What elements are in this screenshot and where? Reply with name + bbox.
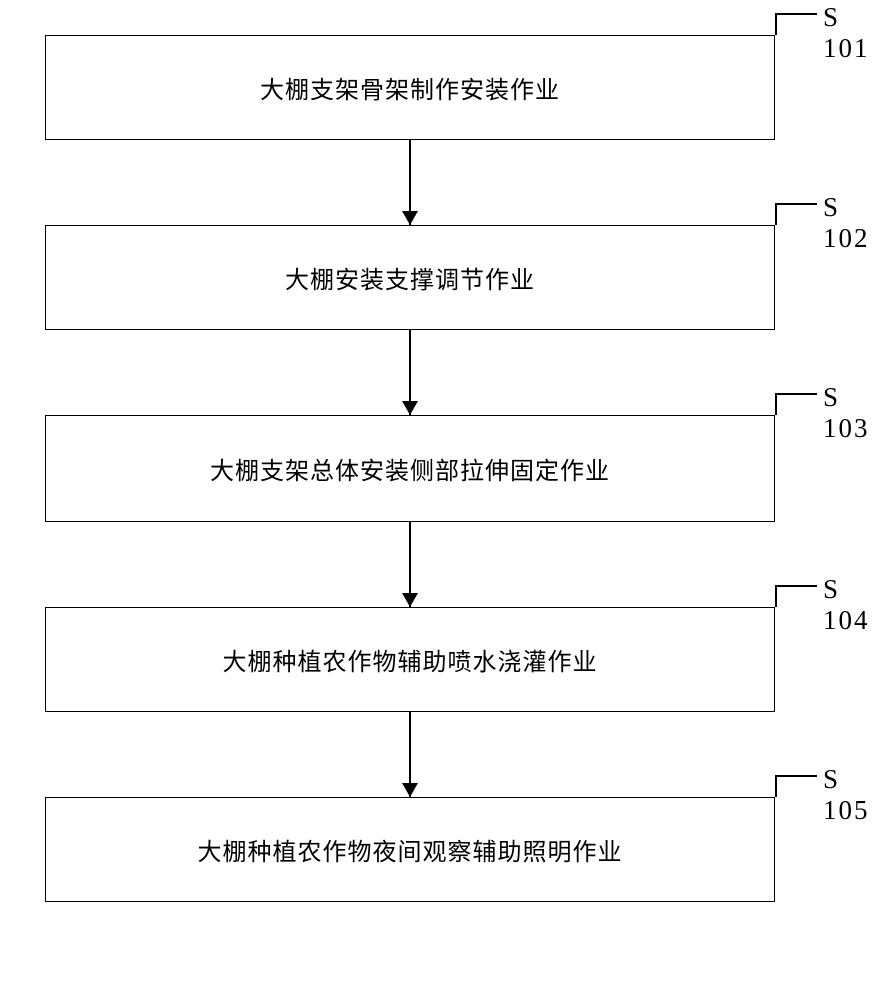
step-box-4: 大棚种植农作物辅助喷水浇灌作业 — [45, 607, 775, 712]
step-label-4: S 104 — [823, 574, 870, 636]
label-line-h-4 — [775, 585, 817, 587]
step-box-1: 大棚支架骨架制作安装作业 — [45, 35, 775, 140]
step-box-5: 大棚种植农作物夜间观察辅助照明作业 — [45, 797, 775, 902]
step-container-2: 大棚安装支撑调节作业 S 102 — [45, 225, 845, 330]
arrow-head-3 — [402, 593, 418, 607]
label-line-v-5 — [775, 775, 777, 797]
step-box-2: 大棚安装支撑调节作业 — [45, 225, 775, 330]
arrow-3 — [45, 522, 775, 607]
step-container-1: 大棚支架骨架制作安装作业 S 101 — [45, 35, 845, 140]
step-box-3: 大棚支架总体安装侧部拉伸固定作业 — [45, 415, 775, 522]
step-label-3: S 103 — [823, 382, 870, 444]
arrow-1 — [45, 140, 775, 225]
label-line-v-4 — [775, 585, 777, 607]
label-line-h-1 — [775, 13, 817, 15]
label-line-v-3 — [775, 393, 777, 415]
label-line-v-1 — [775, 13, 777, 35]
arrow-head-2 — [402, 401, 418, 415]
label-line-h-2 — [775, 203, 817, 205]
step-label-1: S 101 — [823, 2, 870, 64]
step-container-4: 大棚种植农作物辅助喷水浇灌作业 S 104 — [45, 607, 845, 712]
arrow-2 — [45, 330, 775, 415]
step-text-1: 大棚支架骨架制作安装作业 — [260, 70, 560, 105]
step-text-2: 大棚安装支撑调节作业 — [285, 260, 535, 295]
step-label-2: S 102 — [823, 192, 870, 254]
step-text-4: 大棚种植农作物辅助喷水浇灌作业 — [223, 642, 598, 677]
label-line-h-5 — [775, 775, 817, 777]
step-text-5: 大棚种植农作物夜间观察辅助照明作业 — [198, 832, 623, 867]
step-label-5: S 105 — [823, 764, 870, 826]
arrow-head-4 — [402, 783, 418, 797]
label-line-h-3 — [775, 393, 817, 395]
step-text-3: 大棚支架总体安装侧部拉伸固定作业 — [210, 451, 610, 486]
step-container-5: 大棚种植农作物夜间观察辅助照明作业 S 105 — [45, 797, 845, 902]
label-line-v-2 — [775, 203, 777, 225]
arrow-head-1 — [402, 211, 418, 225]
step-container-3: 大棚支架总体安装侧部拉伸固定作业 S 103 — [45, 415, 845, 522]
flowchart-container: 大棚支架骨架制作安装作业 S 101 大棚安装支撑调节作业 S 102 大棚支架… — [45, 35, 845, 902]
arrow-4 — [45, 712, 775, 797]
